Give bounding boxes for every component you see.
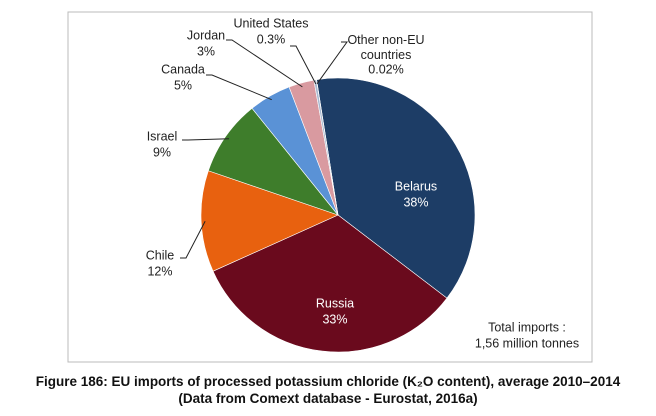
caption: Figure 186: EU imports of processed pota… bbox=[35, 374, 621, 406]
category-label: Jordan bbox=[187, 28, 225, 42]
annotation: 1,56 million tonnes bbox=[475, 336, 579, 350]
category-label: Russia bbox=[316, 296, 354, 310]
leader-line bbox=[226, 39, 303, 88]
pie-slice bbox=[316, 79, 339, 216]
leader-line bbox=[182, 138, 230, 141]
value-label: 38% bbox=[403, 195, 428, 209]
value-label: 33% bbox=[322, 312, 347, 326]
category-label: Belarus bbox=[395, 179, 437, 193]
category-label: Canada bbox=[161, 62, 205, 76]
category-label: Chile bbox=[146, 248, 175, 262]
category-label: United States bbox=[233, 16, 308, 30]
value-label: 0.3% bbox=[257, 32, 286, 46]
value-label: 0.02% bbox=[368, 62, 403, 76]
pie-slice bbox=[316, 77, 476, 299]
value-label: 12% bbox=[147, 264, 172, 278]
category-label: Other non-EU countries bbox=[347, 33, 425, 62]
value-label: 5% bbox=[174, 78, 192, 92]
pie-slice bbox=[212, 214, 448, 353]
category-label: Israel bbox=[147, 129, 178, 143]
leader-line bbox=[180, 220, 206, 259]
value-label: 3% bbox=[197, 44, 215, 58]
annotation: Total imports : bbox=[488, 320, 566, 334]
pie-slice bbox=[200, 170, 339, 272]
value-label: 9% bbox=[153, 145, 171, 159]
leader-line bbox=[290, 45, 317, 85]
leader-line bbox=[316, 41, 348, 84]
leader-line bbox=[206, 74, 272, 101]
